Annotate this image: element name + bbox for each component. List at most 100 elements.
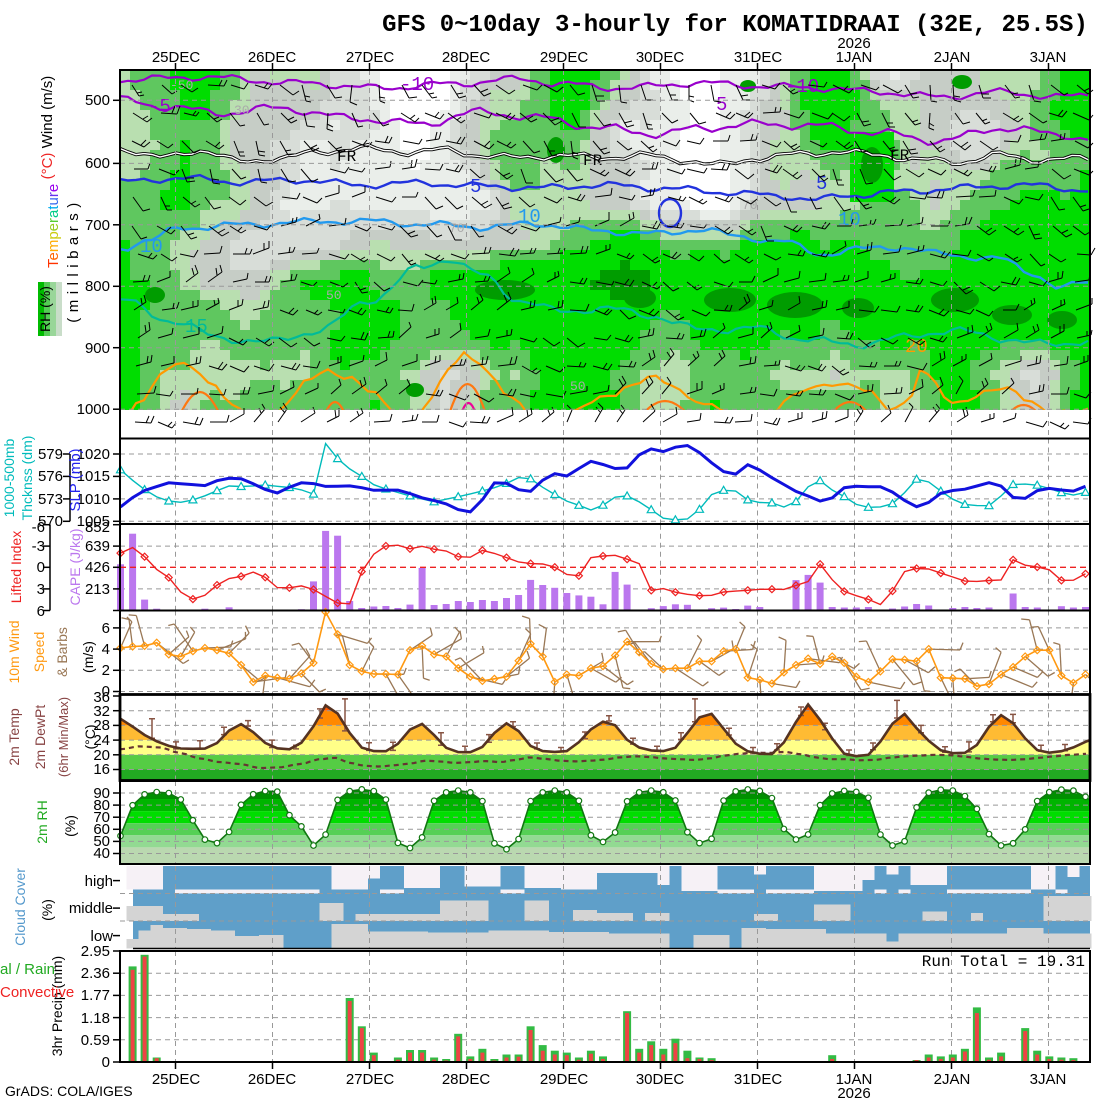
svg-text:Run Total = 19.31: Run Total = 19.31 [922,953,1085,971]
svg-text:(°C): (°C) [39,153,56,180]
svg-text:SLP (mb): SLP (mb) [67,448,84,511]
svg-text:1JAN: 1JAN [836,49,873,66]
svg-text:10m Wind: 10m Wind [6,620,22,683]
svg-text:2026: 2026 [837,35,870,52]
svg-text:Speed: Speed [31,632,47,672]
svg-text:4: 4 [102,641,110,658]
svg-text:1000: 1000 [77,401,110,418]
svg-text:30DEC: 30DEC [636,49,685,66]
svg-text:(°C): (°C) [82,724,98,749]
svg-text:500: 500 [85,92,110,109]
svg-text:Cloud Cover: Cloud Cover [12,868,28,946]
svg-text:Temperature: Temperature [45,184,62,268]
svg-text:32: 32 [93,703,110,720]
svg-text:900: 900 [85,340,110,357]
svg-text:RH (%): RH (%) [37,286,53,332]
svg-text:-10: -10 [400,74,434,96]
svg-text:al / Rain: al / Rain [0,961,55,978]
svg-text:-5: -5 [148,96,171,118]
svg-text:2m Temp: 2m Temp [6,708,22,766]
svg-text:29DEC: 29DEC [540,49,589,66]
svg-text:3hr Precip (mm): 3hr Precip (mm) [49,956,65,1056]
svg-text:800: 800 [85,278,110,295]
svg-text:29DEC: 29DEC [540,1071,589,1088]
svg-text:573: 573 [38,491,63,508]
svg-text:3: 3 [37,581,45,598]
svg-text:639: 639 [85,538,110,555]
svg-text:Lifted Index: Lifted Index [8,531,24,603]
svg-text:50: 50 [93,833,110,850]
svg-text:28: 28 [93,717,110,734]
svg-text:31DEC: 31DEC [734,1071,783,1088]
svg-text:25DEC: 25DEC [152,49,201,66]
svg-text:2.36: 2.36 [81,965,110,982]
svg-text:2m DewPt: 2m DewPt [32,705,48,770]
svg-text:6: 6 [37,603,45,620]
svg-text:50: 50 [570,379,586,394]
svg-text:1015: 1015 [77,468,110,485]
svg-text:GrADS: COLA/IGES: GrADS: COLA/IGES [5,1083,133,1099]
svg-text:Wind (m/s): Wind (m/s) [39,76,56,149]
svg-text:60: 60 [93,821,110,838]
svg-text:CAPE (J/kg): CAPE (J/kg) [67,528,83,605]
svg-text:27DEC: 27DEC [346,49,395,66]
svg-text:700: 700 [85,217,110,234]
svg-text:high: high [85,873,113,890]
svg-text:1020: 1020 [77,446,110,463]
svg-text:5: 5 [816,173,827,195]
svg-text:24: 24 [93,732,110,749]
svg-text:1JAN: 1JAN [836,1071,873,1088]
svg-text:(m/s): (m/s) [80,641,96,673]
svg-text:2JAN: 2JAN [934,49,971,66]
svg-text:2: 2 [102,662,110,679]
svg-text:20: 20 [93,747,110,764]
svg-text:70: 70 [93,809,110,826]
svg-text:FR: FR [337,148,357,166]
svg-text:2JAN: 2JAN [934,1071,971,1088]
svg-text:426: 426 [85,559,110,576]
svg-text:70: 70 [449,221,465,236]
svg-text:1000-500mb: 1000-500mb [1,438,17,517]
svg-text:0.59: 0.59 [81,1032,110,1049]
svg-text:570: 570 [38,513,63,530]
svg-text:3JAN: 3JAN [1030,1071,1067,1088]
svg-text:10: 10 [140,236,163,258]
svg-text:1010: 1010 [77,491,110,508]
svg-text:5: 5 [470,176,481,198]
svg-text:2m RH: 2m RH [34,800,50,844]
svg-text:50: 50 [326,288,342,303]
svg-text:0: 0 [102,1054,110,1071]
svg-text:26DEC: 26DEC [248,1071,297,1088]
svg-text:2.95: 2.95 [81,943,110,960]
svg-text:6: 6 [102,620,110,637]
svg-text:low: low [90,928,113,945]
svg-text:26DEC: 26DEC [248,49,297,66]
svg-text:1005: 1005 [77,513,110,530]
svg-text:36: 36 [93,689,110,706]
svg-text:30: 30 [234,103,250,118]
svg-text:(%): (%) [62,815,78,837]
svg-text:5: 5 [716,94,727,116]
svg-text:GFS 0~10day 3-hourly for KOMAT: GFS 0~10day 3-hourly for KOMATIDRAAI (32… [382,12,1088,39]
svg-text:FR: FR [583,152,603,170]
svg-text:middle: middle [69,900,113,917]
svg-text:579: 579 [38,446,63,463]
svg-text:10: 10 [838,209,861,231]
svg-text:27DEC: 27DEC [346,1071,395,1088]
svg-text:Thcknss (dm): Thcknss (dm) [19,436,35,521]
svg-text:15: 15 [185,316,208,338]
svg-text:2026: 2026 [837,1085,870,1100]
svg-text:(6hr Min/Max): (6hr Min/Max) [56,697,71,777]
svg-text:FR: FR [890,147,910,165]
svg-text:10: 10 [518,206,541,228]
svg-text:& Barbs: & Barbs [54,627,70,677]
svg-text:-3: -3 [32,538,45,555]
svg-text:40: 40 [93,845,110,862]
svg-text:(%): (%) [39,899,55,921]
svg-text:1.77: 1.77 [81,987,110,1004]
svg-text:600: 600 [85,155,110,172]
svg-text:213: 213 [85,581,110,598]
svg-text:80: 80 [93,797,110,814]
svg-text:28DEC: 28DEC [442,1071,491,1088]
svg-text:0: 0 [37,559,45,576]
